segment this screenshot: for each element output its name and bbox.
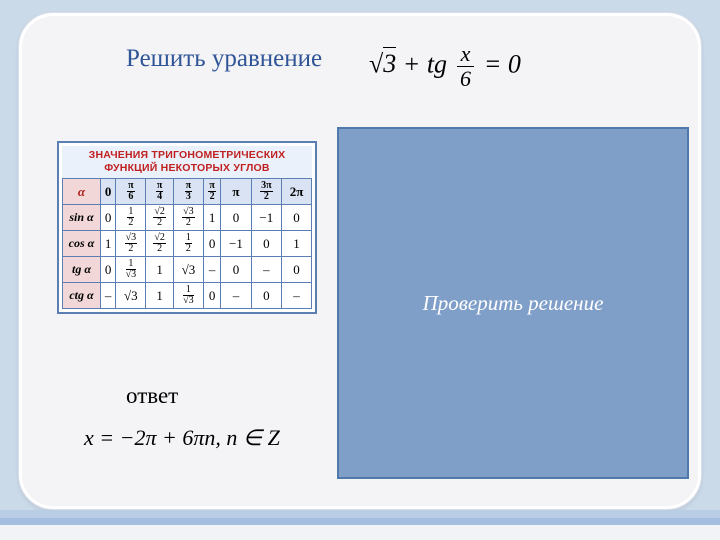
trig-cell: 0 — [101, 205, 116, 231]
trig-cell: 0 — [203, 231, 220, 257]
trig-cell: 1 — [146, 257, 174, 283]
eq-plus: + — [396, 49, 427, 78]
trig-col-angle: π — [221, 179, 251, 205]
trig-caption-l1: ЗНАЧЕНИЯ ТРИГОНОМЕТРИЧЕСКИХ — [89, 149, 286, 161]
trig-row-label: sin α — [63, 205, 101, 231]
trig-cell: 0 — [251, 283, 281, 309]
trig-cell: −1 — [251, 205, 281, 231]
trig-col-angle: π6 — [116, 179, 146, 205]
trig-cell: 1√3 — [116, 257, 146, 283]
answer-label: ответ — [126, 383, 178, 409]
eq-func: tg — [427, 49, 447, 78]
trig-cell: – — [282, 283, 312, 309]
trig-cell: 0 — [282, 257, 312, 283]
sqrt-symbol: √ — [369, 49, 383, 78]
trig-table: ЗНАЧЕНИЯ ТРИГОНОМЕТРИЧЕСКИХ ФУНКЦИЙ НЕКО… — [57, 141, 317, 314]
answer-formula: x = −2π + 6πn, n ∈ Z — [84, 425, 280, 451]
trig-cell: 0 — [101, 257, 116, 283]
eq-fraction: x 6 — [457, 43, 475, 90]
trig-cell: – — [101, 283, 116, 309]
bottom-strip — [0, 510, 720, 540]
sqrt-radicand: 3 — [383, 47, 396, 78]
page-title: Решить уравнение — [126, 45, 322, 73]
trig-row-label: cos α — [63, 231, 101, 257]
trig-cell: 12 — [173, 231, 203, 257]
trig-col-angle: 3π2 — [251, 179, 281, 205]
trig-cell: 12 — [116, 205, 146, 231]
check-solution-label: Проверить решение — [423, 291, 604, 316]
trig-cell: √22 — [146, 205, 174, 231]
trig-cell: 0 — [221, 257, 251, 283]
trig-col-angle: π2 — [203, 179, 220, 205]
equation: √3 + tg x 6 = 0 — [369, 43, 521, 90]
trig-col-angle: π4 — [146, 179, 174, 205]
trig-cell: 1 — [282, 231, 312, 257]
trig-col-angle: 0 — [101, 179, 116, 205]
trig-cell: √32 — [116, 231, 146, 257]
check-solution-panel[interactable]: Проверить решение — [337, 127, 689, 479]
trig-col-angle: 2π — [282, 179, 312, 205]
trig-caption-l2: ФУНКЦИЙ НЕКОТОРЫХ УГЛОВ — [104, 162, 269, 174]
trig-col-alpha: α — [63, 179, 101, 205]
trig-row-label: ctg α — [63, 283, 101, 309]
trig-cell: −1 — [221, 231, 251, 257]
trig-col-angle: π3 — [173, 179, 203, 205]
trig-cell: – — [251, 257, 281, 283]
trig-cell: √3 — [173, 257, 203, 283]
trig-cell: 0 — [203, 283, 220, 309]
trig-cell: – — [203, 257, 220, 283]
eq-frac-num: x — [457, 43, 475, 67]
trig-cell: 1 — [203, 205, 220, 231]
trig-grid: α0π6π4π3π2π3π22π sin α012√22√3210−10cos … — [62, 178, 312, 309]
trig-caption: ЗНАЧЕНИЯ ТРИГОНОМЕТРИЧЕСКИХ ФУНКЦИЙ НЕКО… — [62, 146, 312, 178]
trig-cell: 0 — [251, 231, 281, 257]
trig-cell: – — [221, 283, 251, 309]
trig-cell: √22 — [146, 231, 174, 257]
trig-cell: 0 — [282, 205, 312, 231]
trig-cell: √3 — [116, 283, 146, 309]
eq-frac-den: 6 — [457, 67, 475, 90]
trig-cell: 1 — [101, 231, 116, 257]
eq-tail: = 0 — [477, 49, 521, 78]
trig-cell: 1 — [146, 283, 174, 309]
trig-cell: 1√3 — [173, 283, 203, 309]
trig-cell: √32 — [173, 205, 203, 231]
slide-frame: Решить уравнение √3 + tg x 6 = 0 ЗНАЧЕНИ… — [18, 12, 702, 510]
trig-cell: 0 — [221, 205, 251, 231]
trig-row-label: tg α — [63, 257, 101, 283]
